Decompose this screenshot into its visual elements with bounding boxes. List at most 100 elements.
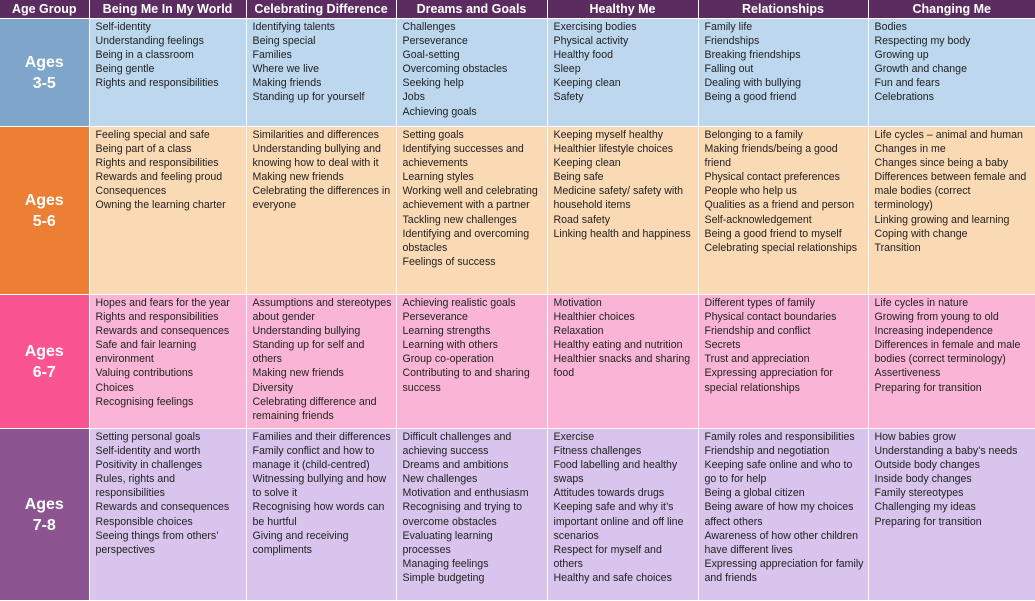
cell-celebrating-difference: Assumptions and stereotypes about gender…	[246, 294, 397, 429]
topic-item: Rights and responsibilities	[95, 77, 219, 90]
topic-item: Setting personal goals	[95, 431, 201, 443]
topic-item: Learning strengths	[402, 325, 491, 338]
topic-item: Fun and fears	[874, 77, 940, 90]
topic-item: Friendships	[704, 35, 760, 48]
age-group-label: Ages	[24, 53, 64, 71]
topic-item: Challenges	[402, 21, 456, 33]
topic-item: Celebrations	[874, 91, 934, 104]
topic-item: Outside body changes	[874, 459, 980, 472]
topic-item: Assertiveness	[874, 367, 941, 380]
cell-dreams-and-goals: Achieving realistic goals Perseverance Lea…	[396, 294, 548, 429]
age-group-cell: Ages 6-7	[0, 294, 90, 429]
topic-item: Self-acknowledgement	[704, 213, 812, 226]
topic-item: Friendship and negotiation	[704, 445, 830, 458]
cell-being-me-in-my-world: Self-identity Understanding feelings Being…	[89, 18, 247, 127]
topic-item: Family stereotypes	[874, 487, 964, 500]
topic-item: Friendship and conflict	[704, 325, 811, 338]
topic-item: Growing from young to old	[874, 311, 999, 324]
age-group-label: Ages	[24, 342, 64, 360]
topic-item: Responsible choices	[95, 515, 193, 528]
topic-item: Understanding a baby’s needs	[874, 445, 1018, 458]
topic-item: Perseverance	[402, 311, 468, 324]
cell-dreams-and-goals: Challenges Perseverance Goal-setting Overco…	[396, 18, 548, 127]
topic-item: Respecting my body	[874, 35, 971, 48]
topic-item: Physical contact boundaries	[704, 311, 837, 324]
topic-item: Expressing appreciation for family and f…	[704, 557, 864, 584]
topic-item: Qualities as a friend and person	[704, 199, 855, 212]
topic-item: New challenges	[402, 473, 478, 486]
topic-item: Relaxation	[553, 325, 604, 338]
topic-item: Keeping safe and why it’s important onli…	[553, 501, 684, 542]
topic-item: Understanding bullying and knowing how t…	[252, 143, 381, 170]
cell-changing-me: Life cycles – animal and human Changes in…	[868, 126, 1035, 295]
cell-healthy-me: Keeping myself healthy Healthier lifestyl…	[547, 126, 699, 295]
age-group-cell: Ages 5-6	[0, 126, 90, 295]
topic-item: Growth and change	[874, 63, 967, 76]
topic-item: Secrets	[704, 339, 741, 352]
age-group-label: 6-7	[32, 363, 56, 381]
topic-item: Family life	[704, 21, 753, 33]
topic-item: Owning the learning charter	[95, 199, 226, 212]
topic-item: Being a global citizen	[704, 487, 805, 500]
topic-item: Healthy eating and nutrition	[553, 339, 683, 352]
age-group-label: Ages	[24, 191, 64, 209]
cell-being-me-in-my-world: Setting personal goals Self-identity and …	[89, 428, 247, 601]
topic-item: Jobs	[402, 91, 425, 104]
topic-item: Making new friends	[252, 367, 344, 380]
topic-item: Coping with change	[874, 227, 968, 240]
topic-item: Understanding bullying	[252, 325, 361, 338]
table-row: Ages 6-7 Hopes and fears for the year Right…	[0, 294, 1035, 429]
topic-item: Rewards and feeling proud	[95, 171, 223, 184]
header-row: Age Group Being Me In My World Celebrati…	[0, 0, 1035, 19]
topic-item: Valuing contributions	[95, 367, 194, 380]
topic-item: Safe and fair learning environment	[95, 339, 197, 366]
header-being-me-in-my-world: Being Me In My World	[89, 0, 247, 19]
topic-item: Where we live	[252, 63, 320, 76]
topic-item: Perseverance	[402, 35, 468, 48]
topic-item: Respect for myself and others	[553, 543, 662, 570]
table-row: Ages 3-5 Self-identity Understanding feelin…	[0, 18, 1035, 127]
topic-item: Being in a classroom	[95, 49, 194, 62]
topic-item: Identifying and overcoming obstacles	[402, 227, 530, 254]
topic-item: Challenging my ideas	[874, 501, 976, 514]
topic-item: Preparing for transition	[874, 515, 982, 528]
topic-item: Seeking help	[402, 77, 464, 90]
topic-item: Family conflict and how to manage it (ch…	[252, 445, 375, 472]
topic-item: Making friends	[252, 77, 322, 90]
topic-item: Safety	[553, 91, 584, 104]
topic-item: Linking growing and learning	[874, 213, 1010, 226]
table-row: Ages 5-6 Feeling special and safe Being par…	[0, 126, 1035, 295]
cell-changing-me: How babies grow Understanding a baby’s ne…	[868, 428, 1035, 601]
topic-item: Celebrating special relationships	[704, 241, 858, 254]
topic-item: Recognising feelings	[95, 395, 194, 408]
topic-item: Dealing with bullying	[704, 77, 802, 90]
cell-relationships: Belonging to a family Making friends/bein…	[698, 126, 869, 295]
topic-item: Motivation	[553, 297, 602, 309]
topic-item: Road safety	[553, 213, 611, 226]
age-group-label: 7-8	[32, 516, 56, 534]
cell-celebrating-difference: Identifying talents Being special Families…	[246, 18, 397, 127]
topic-item: Sleep	[553, 63, 581, 76]
topic-item: Positivity in challenges	[95, 459, 203, 472]
topic-item: Differences in female and male bodies (c…	[874, 339, 1021, 366]
topic-item: Fitness challenges	[553, 445, 642, 458]
age-group-label: Ages	[24, 495, 64, 513]
topic-item: Attitudes towards drugs	[553, 487, 665, 500]
topic-item: Bodies	[874, 21, 907, 33]
topic-item: Feeling special and safe	[95, 129, 210, 141]
topic-item: Healthier snacks and sharing food	[553, 353, 691, 380]
topic-item: Learning styles	[402, 171, 474, 184]
topic-item: Diversity	[252, 381, 294, 394]
topic-item: Life cycles in nature	[874, 297, 969, 309]
topic-item: Recognising how words can be hurtful	[252, 501, 385, 528]
topic-item: Physical contact preferences	[704, 171, 840, 184]
topic-item: Recognising and trying to overcome obsta…	[402, 501, 523, 528]
topic-item: Standing up for yourself	[252, 91, 365, 104]
header-changing-me: Changing Me	[868, 0, 1035, 19]
cell-dreams-and-goals: Setting goals Identifying successes and a…	[396, 126, 548, 295]
topic-item: Being part of a class	[95, 143, 192, 156]
topic-item: Witnessing bullying and how to solve it	[252, 473, 387, 500]
topic-item: Celebrating difference and remaining fri…	[252, 395, 377, 422]
topic-item: Being a good friend	[704, 91, 797, 104]
